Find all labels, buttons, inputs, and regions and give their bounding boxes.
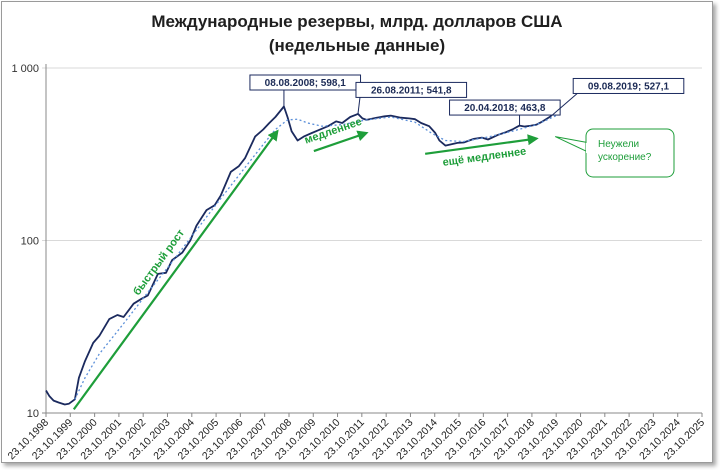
chart-title: Международные резервы, млрд. долларов СШ… [2, 10, 712, 58]
trend-arrow-label: быстрый рост [131, 227, 187, 298]
callout-box [355, 81, 468, 98]
callout-box [572, 77, 685, 94]
trend-line-dotted [74, 112, 562, 400]
callout-label: 09.08.2019; 527,1 [588, 81, 670, 92]
callout-leader [550, 93, 578, 117]
note-text-line: Неужели [598, 139, 639, 150]
chart-title-line1: Международные резервы, млрд. долларов СШ… [151, 12, 563, 31]
callout-box [449, 99, 561, 116]
trend-arrow [72, 129, 279, 410]
callout-label: 26.08.2011; 541,8 [371, 85, 452, 96]
callout-leader [357, 97, 361, 114]
trend-arrow [313, 130, 369, 153]
y-tick-label: 100 [21, 236, 39, 248]
chart-title-line2: (недельные данные) [268, 36, 446, 55]
callout-label: 08.08.2008; 598,1 [265, 78, 347, 89]
note-text-line: ускорение? [598, 152, 652, 163]
reserves-line [45, 105, 552, 406]
callout-label: 20.04.2018; 463,8 [464, 103, 546, 114]
chart-frame: Международные резервы, млрд. долларов СШ… [1, 1, 713, 463]
trend-arrow-label: медленнее [303, 116, 363, 147]
trend-arrow [425, 134, 539, 155]
y-tick-label: 1 000 [11, 63, 39, 75]
note-pointer [554, 136, 591, 154]
y-tick-label: 10 [27, 408, 39, 420]
